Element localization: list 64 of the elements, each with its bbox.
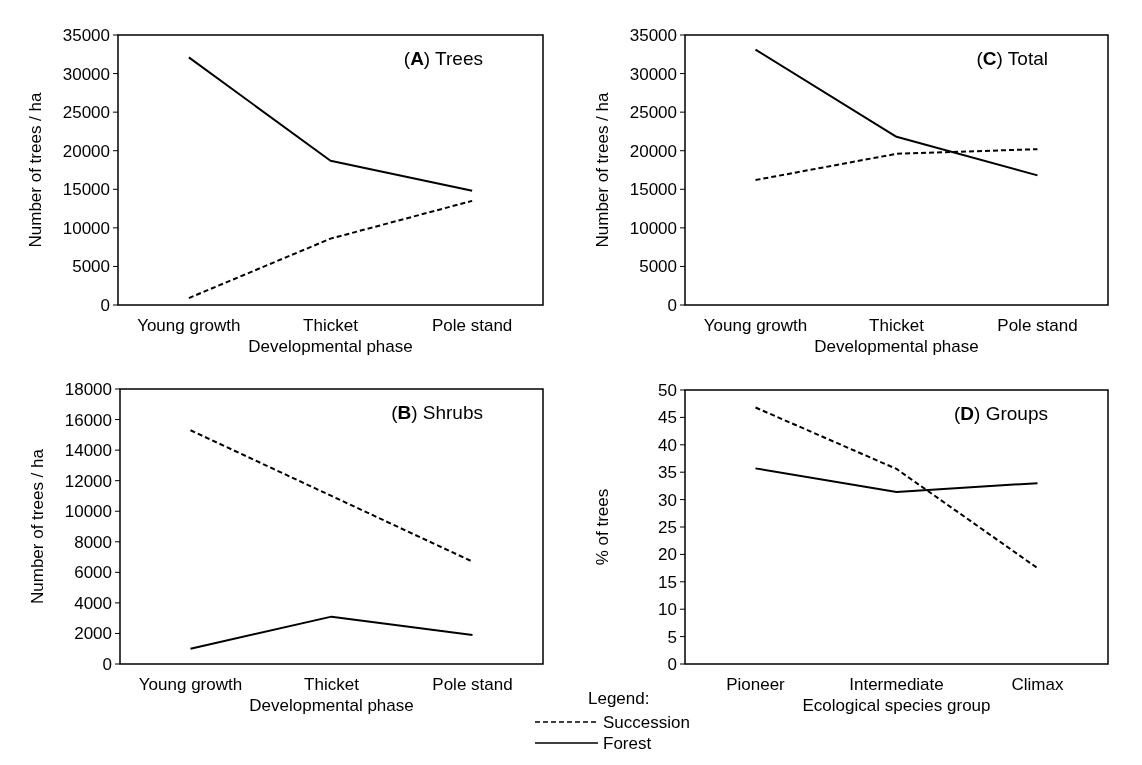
y-tick-label: 18000	[64, 379, 112, 399]
legend-label: Succession	[603, 712, 690, 732]
y-tick-label: 30000	[629, 64, 677, 84]
x-tick-label: Young growth	[138, 675, 243, 694]
y-tick-label: 35000	[629, 25, 677, 45]
y-axis-title: Number of trees / ha	[593, 91, 612, 248]
x-tick-label: Thicket	[304, 675, 360, 694]
text: (B) Shrubs	[391, 402, 483, 423]
y-axis-title: Number of trees / ha	[28, 448, 47, 604]
x-axis-title: Developmental phase	[814, 337, 979, 356]
y-tick-label: 0	[667, 654, 677, 674]
y-tick-label: 25000	[62, 103, 110, 123]
y-tick-label: 16000	[64, 410, 112, 430]
y-tick-label: 5	[667, 627, 677, 647]
y-tick-label: 35	[658, 463, 677, 483]
x-tick-label: Pole stand	[431, 316, 513, 335]
y-tick-label: 0	[667, 295, 677, 315]
y-tick-label: 20000	[629, 141, 677, 161]
y-tick-label: 10000	[629, 218, 677, 238]
y-tick-label: 14000	[64, 441, 112, 461]
x-tick-label: Thicket	[303, 316, 359, 335]
y-tick-label: 10000	[62, 218, 110, 238]
x-tick-label: Pole stand	[432, 675, 513, 694]
y-tick-label: 4000	[74, 593, 112, 613]
legend-label: Forest	[603, 733, 652, 753]
y-tick-label: 5000	[639, 257, 677, 277]
y-tick-label: 10000	[64, 502, 112, 522]
text: (A) Trees	[403, 48, 483, 69]
y-tick-label: 20000	[62, 141, 110, 161]
y-tick-label: 0	[100, 295, 110, 315]
y-tick-label: 10	[658, 600, 677, 620]
y-tick-label: 35000	[62, 25, 110, 45]
y-tick-label: 2000	[74, 624, 112, 644]
y-tick-label: 0	[102, 654, 112, 674]
y-tick-label: 15000	[629, 180, 677, 200]
text: (C) Total	[976, 48, 1048, 69]
y-tick-label: 40	[658, 435, 677, 455]
x-tick-label: Climax	[1011, 675, 1064, 694]
x-tick-label: Intermediate	[849, 675, 944, 694]
y-axis-title: % of trees	[593, 488, 612, 566]
y-tick-label: 30	[658, 490, 677, 510]
y-tick-label: 15000	[62, 180, 110, 200]
y-tick-label: 25000	[629, 103, 677, 123]
y-axis-title: Number of trees / ha	[26, 91, 45, 248]
x-axis-title: Ecological species group	[802, 696, 991, 715]
y-tick-label: 45	[658, 408, 677, 428]
y-tick-label: 20	[658, 545, 677, 565]
x-axis-title: Developmental phase	[249, 696, 414, 715]
y-tick-label: 8000	[74, 532, 112, 552]
y-tick-label: 6000	[74, 563, 112, 583]
x-tick-label: Pioneer	[726, 675, 786, 694]
y-tick-label: 30000	[62, 64, 110, 84]
y-tick-label: 25	[658, 517, 677, 537]
y-tick-label: 12000	[64, 471, 112, 491]
x-tick-label: Thicket	[869, 316, 925, 335]
x-tick-label: Pole stand	[997, 316, 1078, 335]
y-tick-label: 5000	[72, 257, 110, 277]
x-tick-label: Young growth	[137, 316, 241, 335]
x-axis-title: Developmental phase	[248, 337, 413, 356]
x-tick-label: Young growth	[703, 316, 808, 335]
text: (D) Groups	[954, 403, 1048, 424]
legend-title: Legend:	[588, 689, 650, 708]
y-tick-label: 15	[658, 572, 677, 592]
y-tick-label: 50	[658, 380, 677, 400]
